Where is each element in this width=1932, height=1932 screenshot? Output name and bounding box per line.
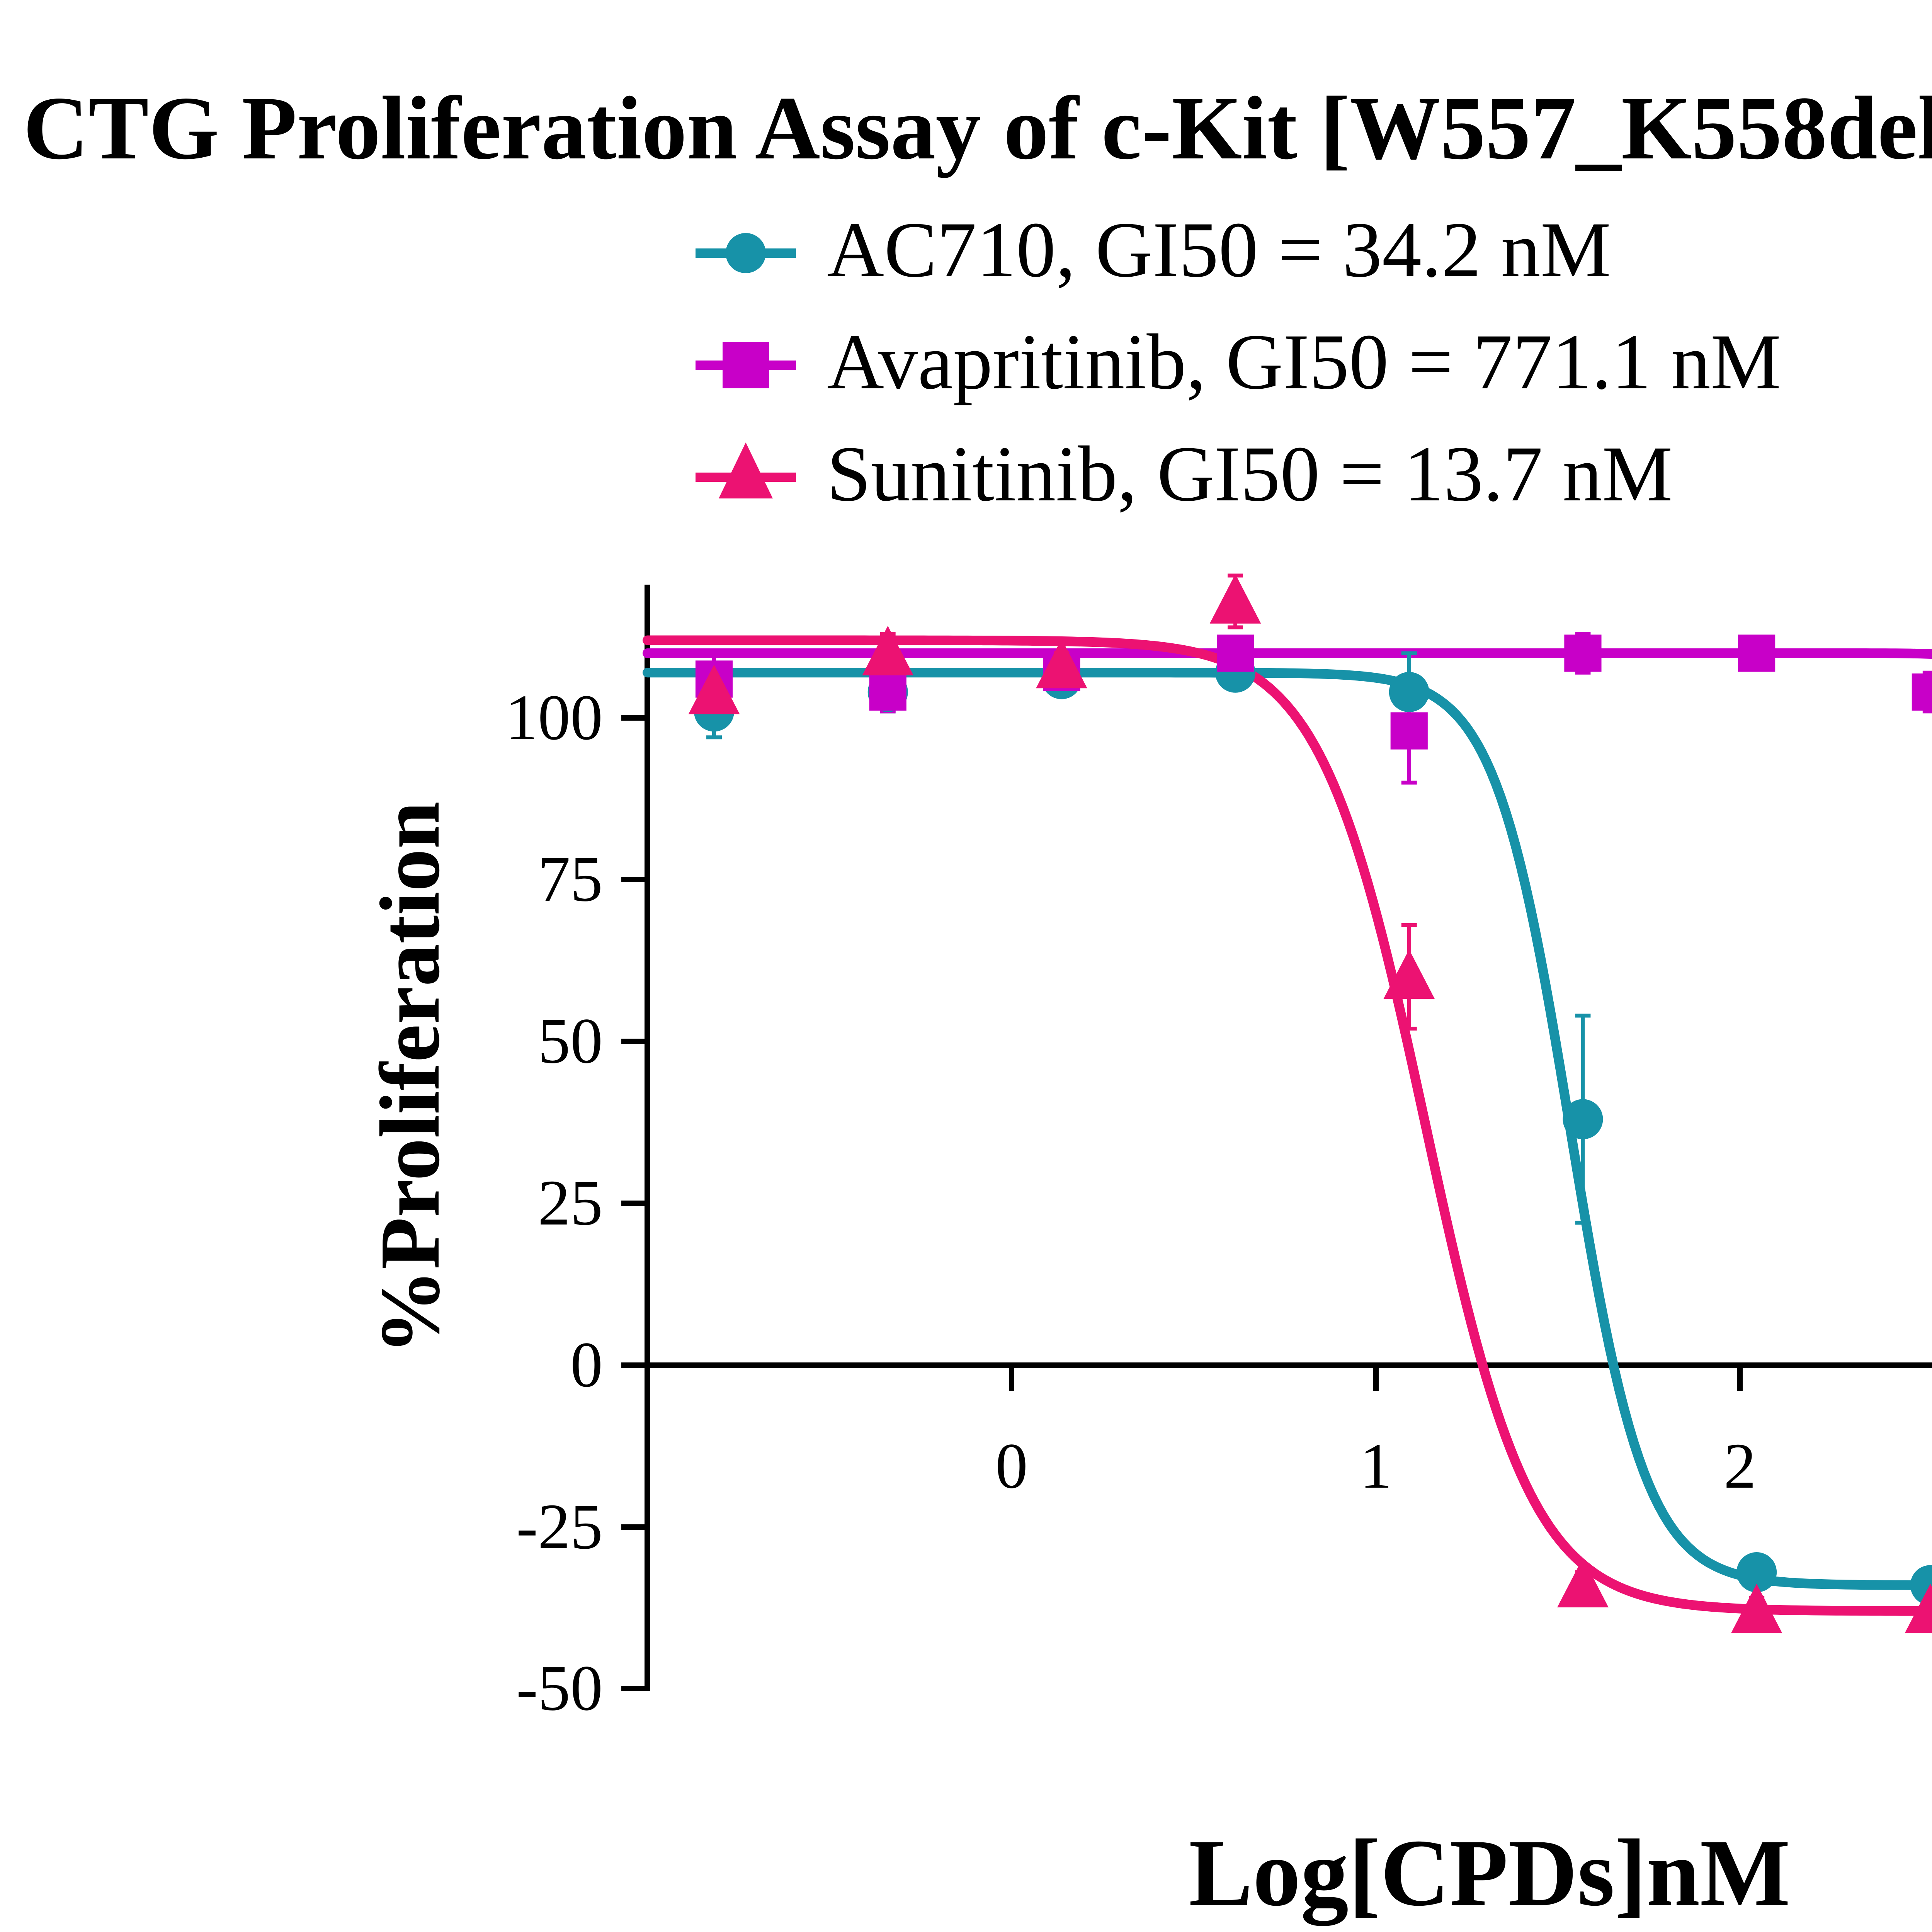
- svg-text:%Proliferation: %Proliferation: [362, 801, 457, 1355]
- svg-text:25: 25: [538, 1167, 603, 1239]
- svg-text:100: 100: [505, 682, 603, 753]
- svg-text:75: 75: [538, 843, 603, 915]
- svg-text:-25: -25: [516, 1491, 603, 1563]
- svg-text:Log[CPDs]nM: Log[CPDs]nM: [1189, 1820, 1791, 1926]
- svg-text:Avapritinib, GI50 = 771.1 nM: Avapritinib, GI50 = 771.1 nM: [827, 318, 1781, 406]
- svg-text:0: 0: [995, 1430, 1028, 1502]
- svg-text:-50: -50: [516, 1652, 603, 1724]
- svg-text:0: 0: [570, 1329, 603, 1401]
- svg-text:1: 1: [1360, 1430, 1392, 1502]
- svg-text:50: 50: [538, 1005, 603, 1077]
- svg-text:2: 2: [1724, 1430, 1756, 1502]
- svg-text:Sunitinib, GI50 = 13.7 nM: Sunitinib, GI50 = 13.7 nM: [827, 430, 1673, 518]
- svg-text:AC710, GI50 = 34.2 nM: AC710, GI50 = 34.2 nM: [827, 206, 1611, 294]
